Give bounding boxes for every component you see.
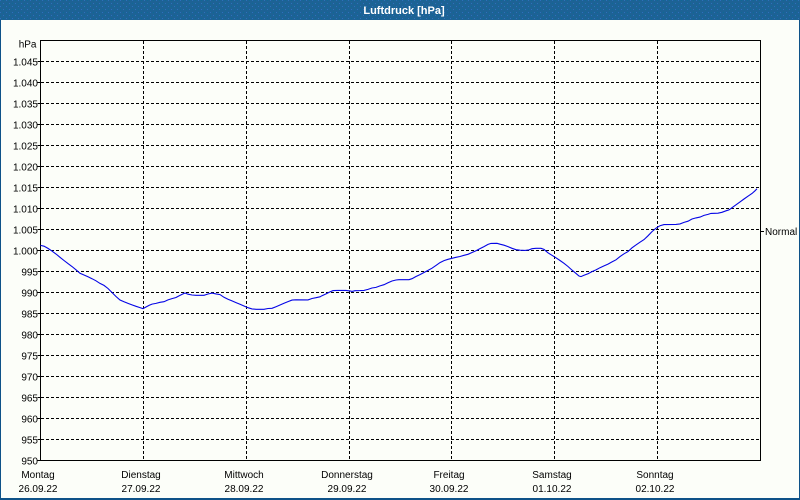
svg-text:hPa: hPa [19,40,37,51]
svg-text:950: 950 [21,457,38,468]
svg-text:970: 970 [21,373,38,384]
svg-text:Normal: Normal [765,227,797,238]
svg-text:Donnerstag: Donnerstag [321,470,373,481]
svg-text:965: 965 [21,394,38,405]
svg-text:Montag: Montag [21,470,54,481]
svg-text:1.010: 1.010 [13,205,38,216]
svg-text:1.035: 1.035 [13,100,38,111]
svg-text:27.09.22: 27.09.22 [122,484,161,495]
svg-text:1.000: 1.000 [13,247,38,258]
svg-text:990: 990 [21,289,38,300]
svg-text:30.09.22: 30.09.22 [430,484,469,495]
svg-text:Luftdruck [hPa]: Luftdruck [hPa] [363,5,445,17]
svg-text:1.025: 1.025 [13,142,38,153]
svg-text:Mittwoch: Mittwoch [224,470,263,481]
svg-text:Freitag: Freitag [433,470,464,481]
svg-text:1.005: 1.005 [13,226,38,237]
svg-text:955: 955 [21,436,38,447]
svg-text:1.020: 1.020 [13,163,38,174]
svg-text:29.09.22: 29.09.22 [328,484,367,495]
svg-text:01.10.22: 01.10.22 [533,484,572,495]
svg-text:1.015: 1.015 [13,184,38,195]
svg-text:985: 985 [21,310,38,321]
svg-text:975: 975 [21,352,38,363]
svg-text:1.030: 1.030 [13,121,38,132]
svg-text:960: 960 [21,415,38,426]
svg-text:26.09.22: 26.09.22 [19,484,58,495]
svg-text:Sonntag: Sonntag [636,470,673,481]
svg-text:Dienstag: Dienstag [121,470,160,481]
svg-text:Samstag: Samstag [532,470,571,481]
svg-text:1.045: 1.045 [13,58,38,69]
svg-text:28.09.22: 28.09.22 [225,484,264,495]
svg-text:02.10.22: 02.10.22 [636,484,675,495]
svg-text:995: 995 [21,268,38,279]
svg-text:980: 980 [21,331,38,342]
svg-text:1.040: 1.040 [13,79,38,90]
